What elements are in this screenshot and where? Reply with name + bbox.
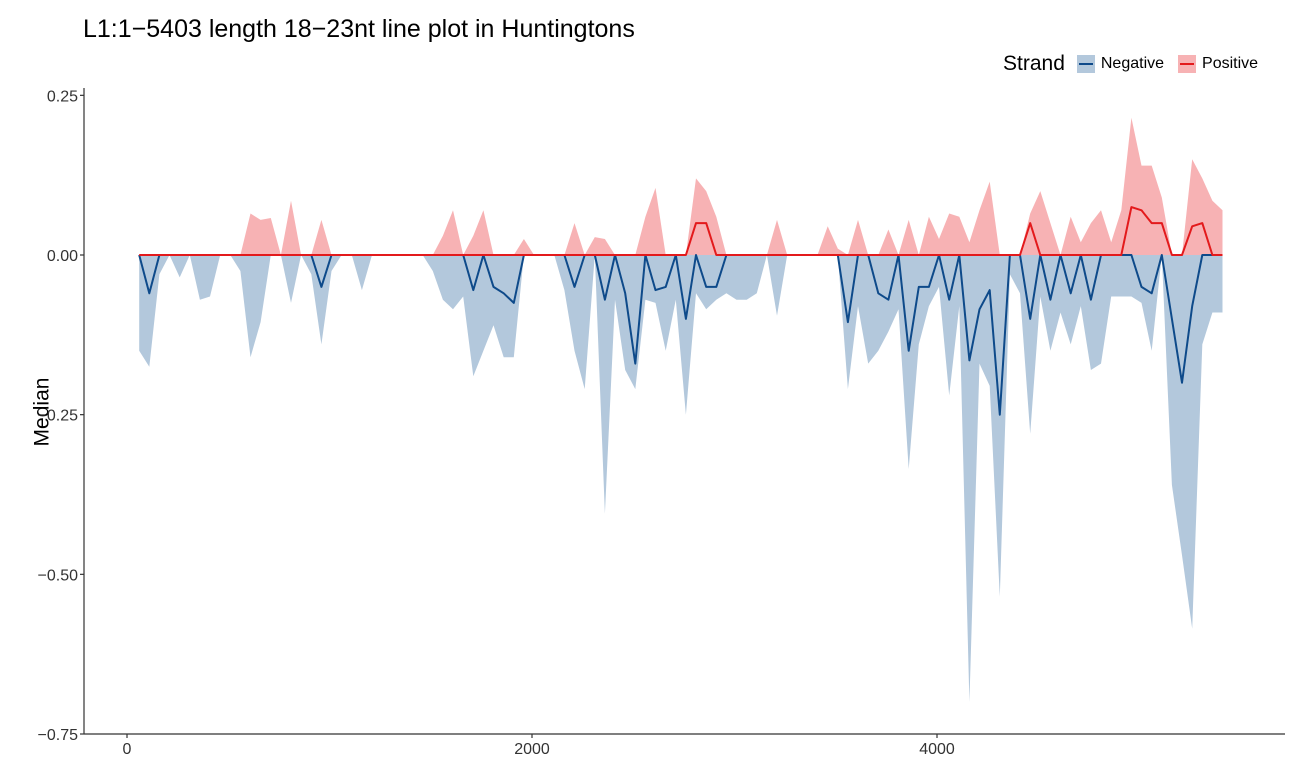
y-tick-label: 0.25 <box>47 88 78 105</box>
y-tick-label: −0.50 <box>38 567 79 584</box>
ribbon-negative <box>139 255 1222 702</box>
line-positive <box>139 207 1222 255</box>
x-tick-label: 0 <box>123 741 132 758</box>
ribbon-positive <box>139 118 1222 255</box>
y-tick-label: 0.00 <box>47 248 78 265</box>
y-tick-label: −0.75 <box>38 727 79 744</box>
y-tick-label: −0.25 <box>38 408 79 425</box>
x-tick-label: 2000 <box>514 741 550 758</box>
x-tick-label: 4000 <box>919 741 955 758</box>
